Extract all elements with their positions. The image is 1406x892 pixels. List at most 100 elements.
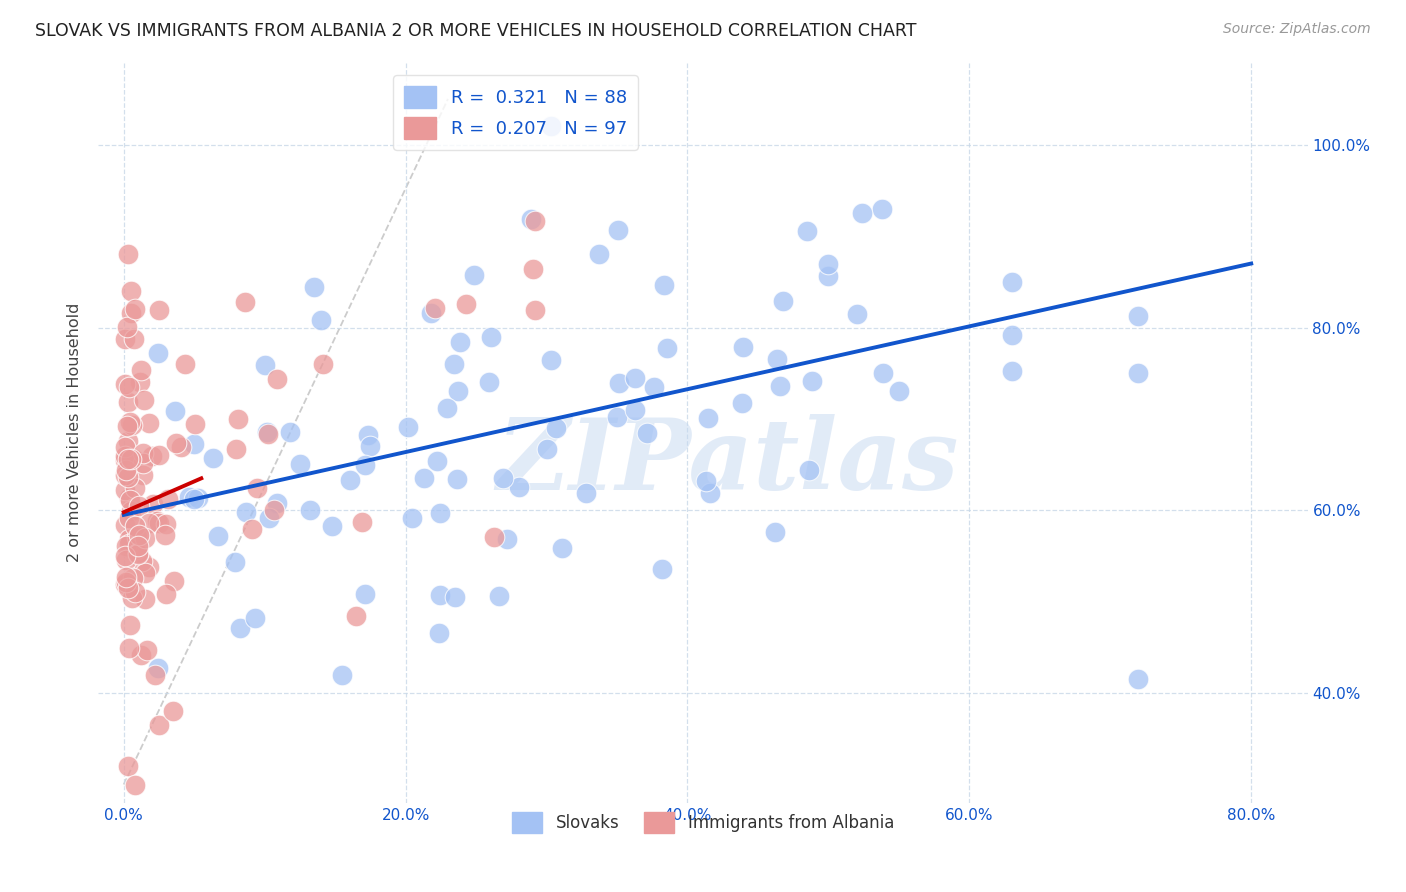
Point	[240, 523, 263, 537]
Point	[122, 332, 145, 346]
Point	[124, 481, 146, 495]
Point	[121, 591, 143, 606]
Point	[124, 519, 146, 533]
Point	[224, 555, 246, 569]
Point	[449, 334, 471, 349]
Point	[357, 428, 380, 442]
Point	[235, 505, 257, 519]
Point	[540, 352, 562, 367]
Point	[153, 528, 176, 542]
Point	[652, 278, 675, 293]
Point	[225, 442, 247, 456]
Point	[184, 417, 207, 432]
Point	[353, 458, 375, 473]
Point	[117, 537, 139, 551]
Point	[870, 202, 893, 216]
Point	[697, 411, 720, 425]
Point	[132, 456, 155, 470]
Point	[344, 609, 367, 624]
Point	[429, 588, 451, 602]
Point	[772, 293, 794, 308]
Point	[117, 247, 139, 261]
Point	[142, 497, 165, 511]
Point	[134, 566, 156, 581]
Point	[419, 306, 441, 320]
Point	[401, 511, 423, 525]
Point	[115, 462, 138, 476]
Point	[129, 648, 152, 662]
Point	[443, 358, 465, 372]
Point	[330, 668, 353, 682]
Point	[117, 451, 139, 466]
Point	[183, 492, 205, 507]
Point	[129, 363, 152, 377]
Point	[266, 496, 288, 510]
Point	[117, 394, 139, 409]
Point	[695, 474, 717, 488]
Point	[163, 403, 186, 417]
Point	[496, 533, 519, 547]
Point	[156, 492, 179, 507]
Point	[508, 480, 530, 494]
Point	[117, 582, 139, 596]
Point	[120, 504, 142, 518]
Point	[488, 589, 510, 603]
Point	[540, 120, 562, 134]
Point	[148, 516, 170, 530]
Point	[1128, 366, 1150, 380]
Point	[117, 434, 139, 449]
Point	[302, 280, 325, 294]
Point	[763, 525, 786, 540]
Point	[115, 319, 138, 334]
Point	[253, 358, 276, 372]
Point	[121, 451, 143, 466]
Point	[492, 471, 515, 485]
Point	[887, 384, 910, 399]
Point	[162, 705, 184, 719]
Point	[148, 302, 170, 317]
Point	[353, 587, 375, 601]
Point	[143, 668, 166, 682]
Point	[350, 516, 373, 530]
Point	[114, 376, 136, 391]
Point	[117, 759, 139, 773]
Point	[624, 402, 647, 417]
Point	[120, 493, 142, 508]
Point	[118, 510, 141, 524]
Point	[128, 527, 150, 541]
Point	[446, 472, 468, 486]
Point	[114, 549, 136, 563]
Point	[436, 401, 458, 415]
Point	[519, 211, 541, 226]
Point	[120, 416, 142, 430]
Point	[522, 261, 544, 276]
Point	[447, 384, 470, 399]
Point	[138, 516, 160, 530]
Point	[551, 541, 574, 556]
Point	[136, 643, 159, 657]
Point	[165, 436, 187, 450]
Point	[524, 303, 547, 318]
Point	[257, 511, 280, 525]
Point	[1128, 673, 1150, 687]
Point	[482, 530, 505, 544]
Point	[115, 539, 138, 553]
Point	[478, 375, 501, 389]
Point	[114, 440, 136, 454]
Point	[796, 224, 818, 238]
Text: ZIPatlas: ZIPatlas	[496, 414, 959, 510]
Point	[246, 481, 269, 495]
Point	[256, 426, 278, 441]
Point	[127, 547, 149, 561]
Point	[118, 491, 141, 506]
Point	[127, 539, 149, 553]
Point	[339, 473, 361, 487]
Point	[699, 486, 721, 500]
Point	[127, 530, 149, 544]
Point	[290, 457, 312, 471]
Point	[114, 553, 136, 567]
Point	[730, 396, 752, 410]
Point	[544, 421, 567, 435]
Legend: Slovaks, Immigrants from Albania: Slovaks, Immigrants from Albania	[502, 802, 904, 843]
Point	[429, 506, 451, 520]
